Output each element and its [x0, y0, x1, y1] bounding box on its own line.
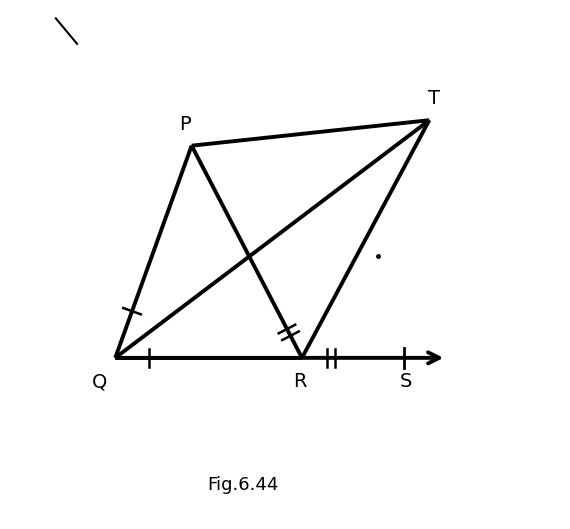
Text: P: P — [179, 115, 190, 134]
Text: T: T — [428, 89, 439, 108]
Text: Fig.6.44: Fig.6.44 — [207, 476, 278, 494]
Text: S: S — [400, 372, 412, 391]
Text: R: R — [294, 372, 307, 391]
Text: Q: Q — [92, 372, 108, 391]
